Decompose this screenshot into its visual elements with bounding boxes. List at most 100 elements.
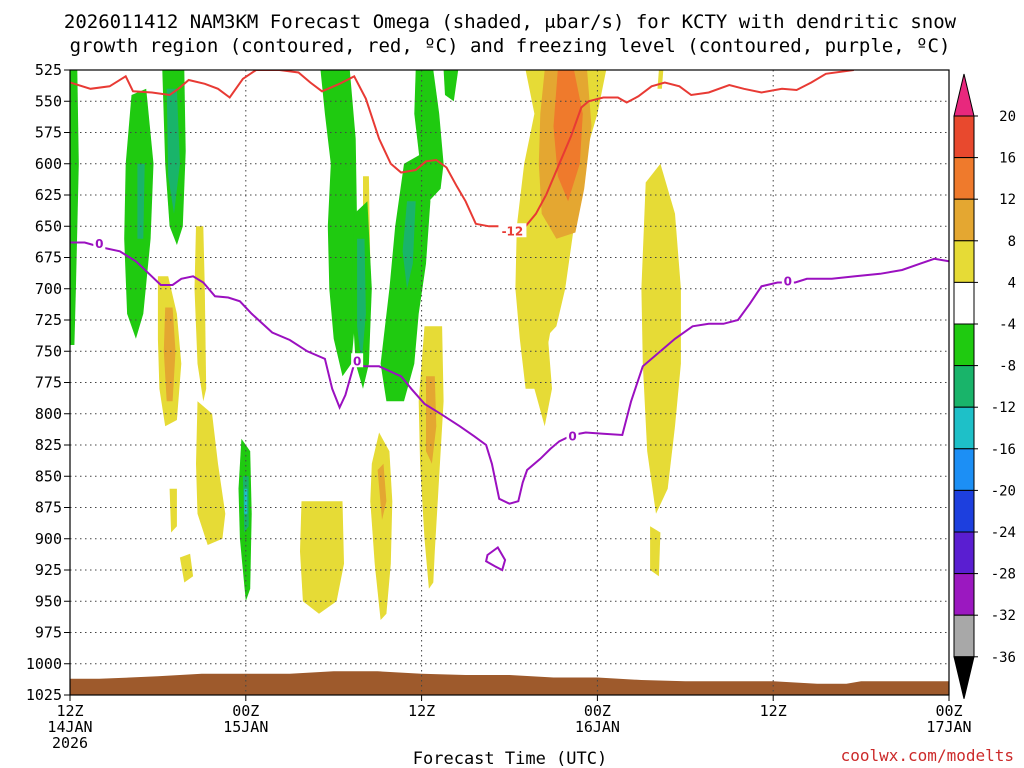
- y-tick-label-9: 750: [35, 342, 62, 360]
- colorbar-box-13: [953, 614, 975, 658]
- omega-region-31: [443, 70, 459, 102]
- y-tick-label-19: 1000: [26, 655, 62, 673]
- y-tick-label-16: 925: [35, 561, 62, 579]
- y-axis-pressure-ticks: 525 550 575 600 625 650 675 700 725 750 775 800 825 8…: [26, 61, 70, 704]
- x-tick-label-0-2: 2026: [52, 734, 88, 752]
- colorbar-label-2: 12: [999, 192, 1016, 208]
- omega-region-2: [534, 332, 552, 427]
- omega-region-13: [179, 553, 194, 583]
- credit-text: coolwx.com/modelts: [841, 746, 1014, 765]
- colorbar-label-12: -32: [991, 608, 1016, 624]
- dgz-contour-line: [70, 70, 854, 228]
- freezing-label-1-bg: [93, 235, 106, 250]
- y-tick-label-10: 775: [35, 374, 62, 392]
- contour-lines: [70, 70, 949, 572]
- colorbar-label-11: -28: [991, 567, 1016, 583]
- freezing-level-loop: [484, 546, 507, 572]
- y-tick-label-15: 900: [35, 530, 62, 548]
- y-tick-label-1: 550: [35, 92, 62, 110]
- chart-title-line1: 2026011412 NAM3KM Forecast Omega (shaded…: [64, 11, 957, 33]
- omega-region-6: [641, 163, 681, 514]
- omega-region-20: [70, 70, 79, 345]
- y-tick-label-17: 950: [35, 592, 62, 610]
- freezing-label-4-bg: [781, 273, 794, 288]
- colorbar-label-13: -36: [991, 650, 1016, 666]
- y-tick-label-6: 675: [35, 249, 62, 267]
- dgz-contour-label-bg: [498, 223, 527, 238]
- colorbar-box-2: [953, 157, 975, 200]
- contour-labels: -12 0 0 0 0: [93, 223, 794, 443]
- x-tick-label-3-1: 16JAN: [575, 718, 620, 736]
- y-tick-label-13: 850: [35, 467, 62, 485]
- y-tick-label-20: 1025: [26, 686, 62, 704]
- colorbar-box-8: [953, 406, 975, 450]
- omega-region-27: [357, 238, 366, 364]
- omega-region-14: [300, 501, 344, 614]
- freezing-label-3-bg: [566, 428, 579, 443]
- y-tick-label-5: 650: [35, 217, 62, 235]
- omega-region-16: [426, 376, 437, 464]
- colorbar-label-3: 8: [1008, 234, 1016, 250]
- ground-fill: [70, 671, 949, 695]
- colorbar-label-5: -4: [999, 317, 1016, 333]
- colorbar-label-1: 16: [999, 151, 1016, 167]
- colorbar-box-4: [953, 240, 975, 283]
- colorbar-label-0: 20: [999, 109, 1016, 125]
- colorbar-label-4: 4: [1008, 275, 1016, 291]
- terrain-ground: [70, 671, 949, 695]
- x-tick-label-4-0: 12Z: [760, 702, 787, 720]
- colorbar-box-5: [953, 281, 975, 325]
- chart-title-line2: growth region (contoured, red, ºC) and f…: [70, 35, 951, 57]
- colorbar-box-10: [953, 489, 975, 533]
- colorbar-box-1: [953, 115, 975, 159]
- omega-region-24: [166, 88, 180, 214]
- omega-region-9: [163, 307, 176, 402]
- freezing-label-3: 0: [568, 429, 576, 443]
- x-tick-label-1-1: 15JAN: [223, 718, 268, 736]
- x-axis-label: Forecast Time (UTC): [413, 749, 607, 768]
- colorbar-box-11: [953, 531, 975, 575]
- colorbar-label-9: -20: [991, 483, 1016, 499]
- colorbar-box-12: [953, 573, 975, 616]
- colorbar-box-6: [953, 323, 975, 367]
- colorbar-label-8: -16: [991, 442, 1016, 458]
- dgz-contour-label: -12: [502, 224, 524, 238]
- colorbar-label-7: -12: [991, 400, 1016, 416]
- omega-region-5: [553, 70, 583, 202]
- y-tick-label-7: 700: [35, 280, 62, 298]
- omega-region-29: [380, 151, 431, 402]
- y-tick-label-4: 625: [35, 186, 62, 204]
- y-tick-label-3: 600: [35, 155, 62, 173]
- y-tick-label-11: 800: [35, 405, 62, 423]
- colorbar-bottom-arrow: [953, 656, 975, 699]
- colorbar-box-3: [953, 198, 975, 242]
- omega-region-17: [370, 432, 393, 620]
- y-tick-label-14: 875: [35, 499, 62, 517]
- x-tick-label-0-0: 12Z: [56, 702, 83, 720]
- omega-region-12: [169, 488, 177, 533]
- colorbar-label-10: -24: [991, 525, 1016, 541]
- y-tick-label-8: 725: [35, 311, 62, 329]
- freezing-label-2-bg: [351, 353, 364, 368]
- y-tick-label-0: 525: [35, 61, 62, 79]
- x-tick-label-2-0: 12Z: [408, 702, 435, 720]
- freezing-label-1: 0: [95, 237, 103, 251]
- x-tick-label-5-1: 17JAN: [926, 718, 971, 736]
- omega-shaded-fields: [70, 70, 681, 620]
- omega-region-30: [402, 201, 416, 289]
- colorbar: 20 16 12 8 4 -4 -8 -12 -16 -20 -24 -28 -32 -36: [953, 73, 1016, 699]
- colorbar-box-7: [953, 365, 975, 408]
- y-tick-label-12: 825: [35, 436, 62, 454]
- omega-region-10: [194, 226, 207, 402]
- omega-region-7: [650, 526, 661, 577]
- x-tick-label-1-0: 00Z: [232, 702, 259, 720]
- freezing-label-4: 0: [784, 274, 792, 288]
- x-tick-label-3-0: 00Z: [584, 702, 611, 720]
- omega-region-22: [137, 163, 145, 239]
- freezing-level-line: [70, 241, 949, 505]
- omega-region-11: [196, 401, 226, 545]
- omega-region-25: [320, 70, 358, 377]
